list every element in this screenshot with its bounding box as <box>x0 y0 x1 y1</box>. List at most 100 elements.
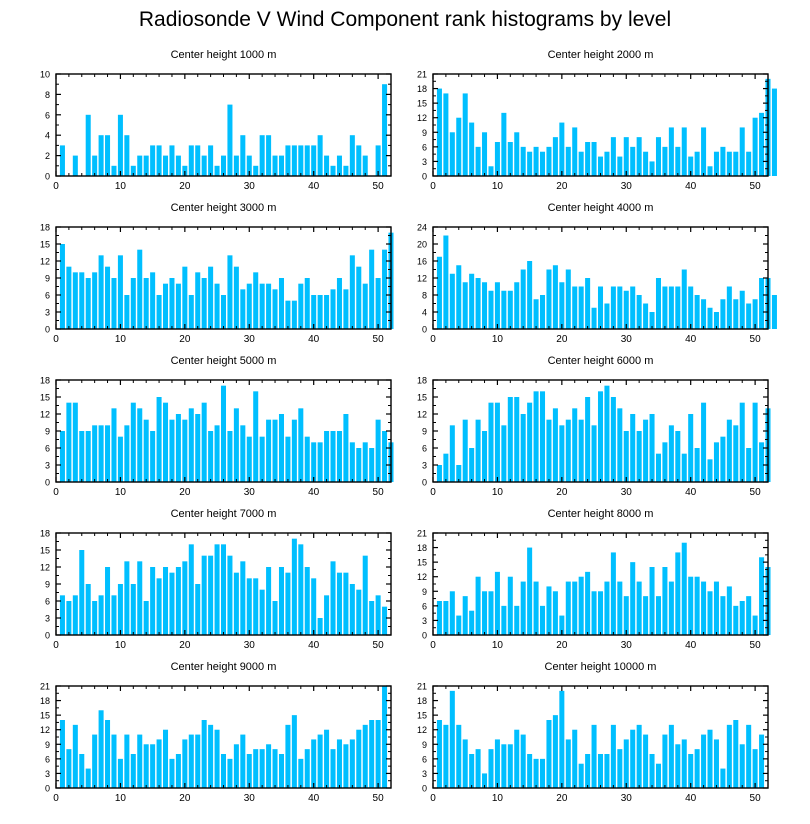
histogram-bar <box>105 425 111 482</box>
histogram-bar <box>66 749 72 788</box>
y-tick-label: 12 <box>417 274 427 284</box>
histogram-bar <box>610 724 616 788</box>
histogram-bar <box>507 290 513 329</box>
histogram-bar <box>330 431 336 482</box>
histogram-bar <box>585 142 591 176</box>
histogram-bar <box>362 555 368 635</box>
histogram-bar <box>456 465 462 482</box>
histogram-bar <box>150 272 156 329</box>
histogram-bar <box>591 425 597 482</box>
histogram-bar <box>675 431 681 482</box>
histogram-bar <box>356 729 362 788</box>
histogram-bar <box>298 283 304 329</box>
histogram-bar <box>150 567 156 635</box>
y-tick-label: 24 <box>417 223 427 233</box>
histogram-bar <box>720 299 726 329</box>
y-tick-label: 3 <box>45 461 50 471</box>
histogram-bar <box>105 720 111 788</box>
histogram-bar <box>343 572 349 635</box>
x-tick-label: 40 <box>308 487 320 498</box>
histogram-bar <box>111 165 117 176</box>
histogram-bar <box>92 601 98 635</box>
histogram-bar <box>182 739 188 788</box>
histogram-bar <box>436 601 442 635</box>
histogram-bar <box>117 436 123 482</box>
panel-title: Center height 10000 m <box>545 661 657 673</box>
histogram-bar <box>291 300 297 329</box>
histogram-bar <box>137 734 143 788</box>
x-tick-label: 0 <box>430 793 436 804</box>
histogram-bar <box>520 269 526 329</box>
histogram-bar <box>449 132 455 176</box>
histogram-bar <box>630 286 636 329</box>
x-tick-label: 30 <box>621 793 633 804</box>
x-tick-label: 10 <box>115 487 127 498</box>
histogram-bar <box>336 572 342 635</box>
panel-title: Center height 6000 m <box>548 355 654 367</box>
histogram-bar <box>79 550 85 635</box>
y-tick-label: 15 <box>417 711 427 721</box>
histogram-bar <box>559 690 565 788</box>
histogram-bar <box>240 425 246 482</box>
histogram-bar <box>124 561 130 635</box>
histogram-bar <box>233 572 239 635</box>
histogram-bar <box>278 754 284 788</box>
histogram-bar <box>175 567 181 635</box>
histogram-bar <box>253 578 259 635</box>
y-tick-label: 4 <box>45 131 50 141</box>
histogram-bar <box>156 145 162 176</box>
histogram-bar <box>304 436 310 482</box>
histogram-bar <box>317 135 323 176</box>
histogram-bar <box>124 295 130 329</box>
y-tick-label: 6 <box>422 142 427 152</box>
y-tick-label: 15 <box>40 711 50 721</box>
histogram-bar <box>688 286 694 329</box>
histogram-bar <box>546 419 552 482</box>
histogram-bar <box>527 261 533 329</box>
histogram-bar <box>304 278 310 329</box>
histogram-bar <box>546 146 552 176</box>
histogram-bar <box>240 289 246 329</box>
x-tick-label: 30 <box>621 334 633 345</box>
histogram-bar <box>488 166 494 176</box>
histogram-bar <box>317 442 323 482</box>
histogram-bar <box>610 137 616 176</box>
x-tick-label: 0 <box>430 181 436 192</box>
histogram-bar <box>675 286 681 329</box>
histogram-bar <box>585 754 591 788</box>
histogram-bar <box>349 442 355 482</box>
histogram-bar <box>565 269 571 329</box>
histogram-bar <box>746 596 752 635</box>
histogram-bar <box>623 431 629 482</box>
histogram-bar <box>375 419 381 482</box>
histogram-bar <box>630 414 636 482</box>
histogram-bar <box>488 749 494 788</box>
histogram-bar <box>117 255 123 329</box>
histogram-bar <box>623 739 629 788</box>
histogram-bar <box>266 283 272 329</box>
histogram-bar <box>105 567 111 635</box>
x-tick-label: 50 <box>373 487 385 498</box>
histogram-bar <box>681 453 687 482</box>
histogram-bar <box>130 402 136 482</box>
histogram-bar <box>739 290 745 329</box>
histogram-bar <box>720 146 726 176</box>
histogram-bar <box>291 538 297 635</box>
histogram-bar <box>443 93 449 176</box>
histogram-bar <box>475 576 481 635</box>
histogram-bar <box>746 151 752 176</box>
histogram-bar <box>507 142 513 176</box>
histogram-bar <box>59 145 65 176</box>
y-tick-label: 21 <box>417 70 427 80</box>
histogram-bar <box>382 606 388 635</box>
histogram-bar <box>208 724 214 788</box>
y-tick-label: 3 <box>422 616 427 626</box>
histogram-bar <box>475 749 481 788</box>
x-tick-label: 20 <box>179 793 191 804</box>
histogram-bar <box>201 555 207 635</box>
histogram-bar <box>175 414 181 482</box>
histogram-bar <box>759 442 765 482</box>
histogram-bar <box>623 137 629 176</box>
histogram-bar <box>266 567 272 635</box>
histogram-bar <box>111 734 117 788</box>
